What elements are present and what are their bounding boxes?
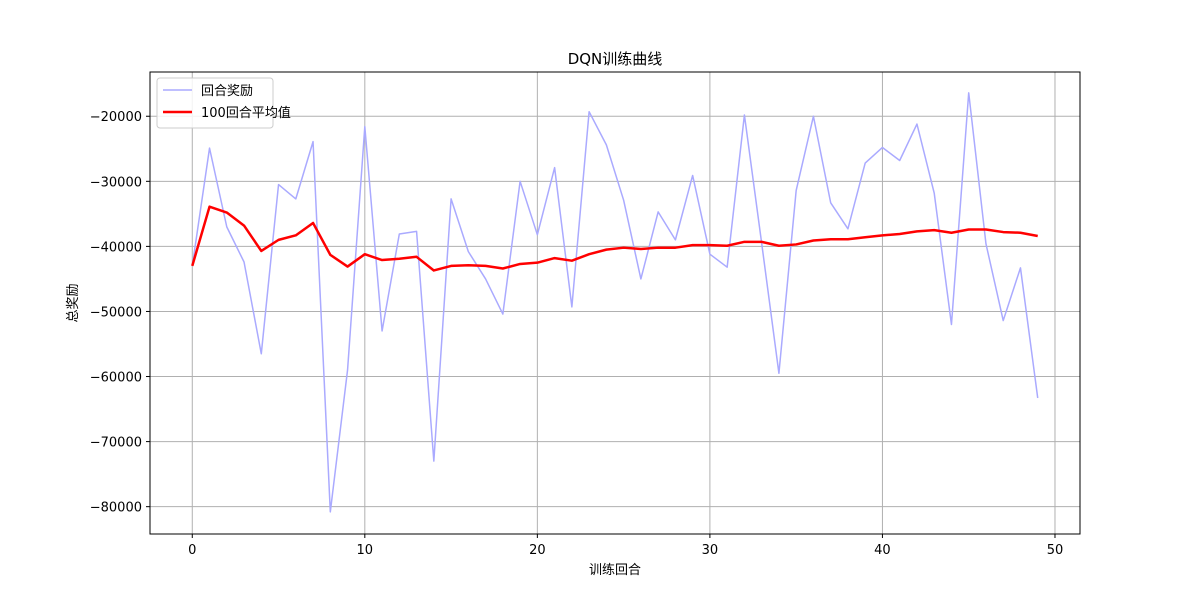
legend: 回合奖励 100回合平均值 <box>156 77 291 129</box>
y-tick-label: −60000 <box>90 371 142 386</box>
x-tick-label: 10 <box>357 543 374 558</box>
x-tick-label: 20 <box>529 543 546 558</box>
y-tick-label: −70000 <box>90 436 142 451</box>
y-tick-label: −20000 <box>90 110 142 125</box>
plot-area-frame <box>149 71 1081 535</box>
y-axis-label: 总奖励 <box>66 283 81 322</box>
series-line-moving-average <box>191 205 1038 272</box>
grid-lines <box>150 72 1080 534</box>
axis-ticks: 0 10 20 30 40 50 −80000 −70000 −60000 −50000 −4000… <box>90 110 1064 558</box>
series-line-episode-reward <box>191 92 1039 513</box>
series-lines <box>191 92 1039 513</box>
y-tick-label: −40000 <box>90 240 142 255</box>
x-tick-label: 0 <box>188 543 196 558</box>
legend-label-moving-average: 100回合平均值 <box>201 105 291 121</box>
y-tick-label: −80000 <box>90 501 142 516</box>
y-tick-label: −30000 <box>90 175 142 190</box>
x-tick-label: 50 <box>1047 543 1064 558</box>
x-tick-label: 30 <box>702 543 719 558</box>
x-tick-label: 40 <box>874 543 891 558</box>
y-tick-label: −50000 <box>90 305 142 320</box>
legend-label-episode-reward: 回合奖励 <box>201 84 253 99</box>
x-axis-label: 训练回合 <box>589 563 641 578</box>
chart-title: DQN训练曲线 <box>568 50 663 68</box>
